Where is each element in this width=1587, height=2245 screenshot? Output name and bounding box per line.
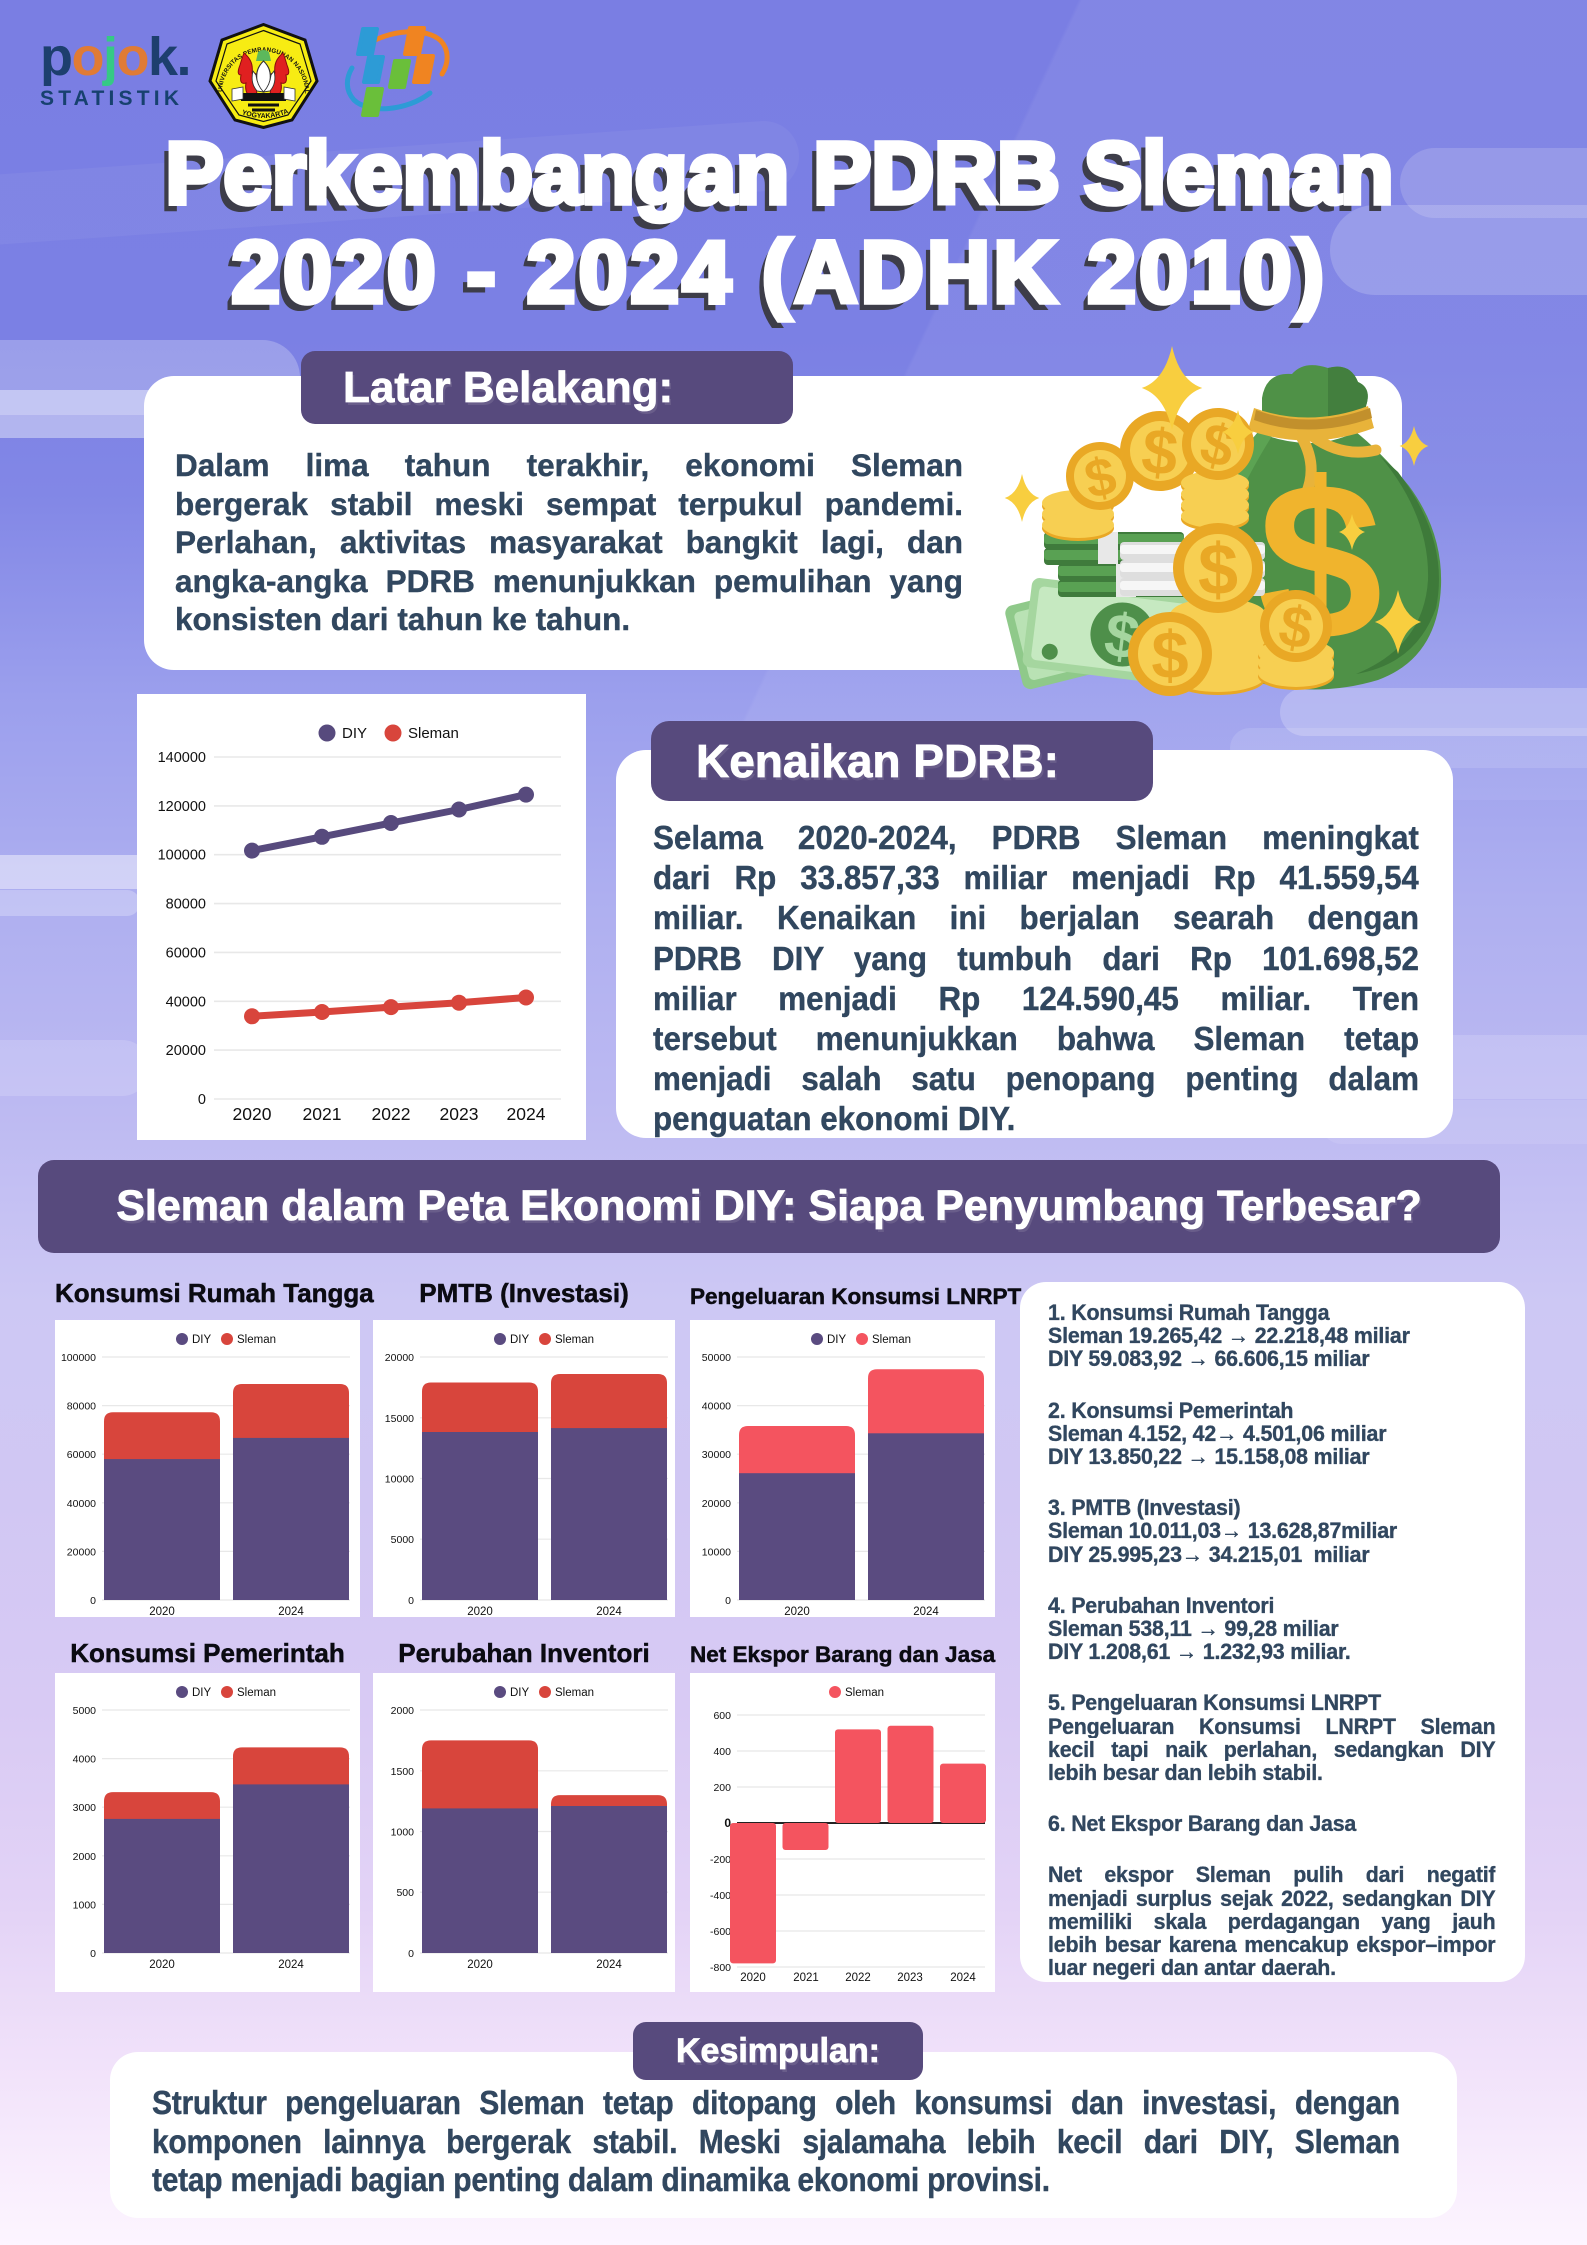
svg-text:0: 0 (408, 1595, 414, 1607)
svg-text:100000: 100000 (61, 1352, 96, 1364)
svg-text:40000: 40000 (67, 1498, 96, 1510)
svg-text:1000: 1000 (391, 1827, 415, 1839)
svg-text:4000: 4000 (73, 1754, 97, 1766)
svg-text:1500: 1500 (391, 1766, 415, 1778)
svg-text:Sleman: Sleman (845, 1687, 884, 1699)
svg-text:2020: 2020 (467, 1606, 493, 1617)
svg-text:-600: -600 (710, 1926, 731, 1938)
svg-text:50000: 50000 (702, 1352, 731, 1364)
svg-text:Sleman: Sleman (237, 1334, 276, 1346)
svg-text:30000: 30000 (702, 1449, 731, 1461)
svg-text:$: $ (1138, 414, 1181, 489)
svg-text:2021: 2021 (793, 1972, 819, 1984)
svg-text:2020: 2020 (467, 1959, 493, 1971)
svg-text:600: 600 (713, 1710, 731, 1722)
svg-text:20000: 20000 (702, 1498, 731, 1510)
svg-text:2024: 2024 (913, 1606, 939, 1617)
svg-text:0: 0 (198, 1092, 206, 1108)
svg-text:2022: 2022 (372, 1104, 411, 1124)
svg-text:DIY: DIY (342, 725, 367, 742)
svg-text:10000: 10000 (702, 1546, 731, 1558)
svg-text:2023: 2023 (897, 1972, 923, 1984)
svg-text:2000: 2000 (391, 1705, 415, 1717)
svg-text:0: 0 (724, 1816, 731, 1830)
svg-text:15000: 15000 (385, 1413, 414, 1425)
svg-text:Sleman: Sleman (555, 1687, 594, 1699)
svg-text:2024: 2024 (950, 1972, 976, 1984)
svg-text:120000: 120000 (158, 799, 206, 815)
svg-text:5000: 5000 (73, 1705, 97, 1717)
svg-text:2024: 2024 (596, 1606, 622, 1617)
svg-text:2024: 2024 (507, 1104, 546, 1124)
svg-text:80000: 80000 (166, 897, 206, 913)
svg-text:2023: 2023 (440, 1104, 479, 1124)
svg-text:2020: 2020 (149, 1959, 175, 1971)
svg-text:1000: 1000 (73, 1899, 97, 1911)
svg-text:DIY: DIY (827, 1334, 847, 1346)
svg-text:DIY: DIY (192, 1334, 212, 1346)
svg-text:20000: 20000 (385, 1352, 414, 1364)
svg-text:140000: 140000 (158, 750, 206, 766)
svg-text:2024: 2024 (278, 1606, 304, 1617)
svg-text:10000: 10000 (385, 1474, 414, 1486)
svg-text:20000: 20000 (166, 1043, 206, 1059)
svg-text:DIY: DIY (510, 1687, 530, 1699)
svg-text:5000: 5000 (391, 1534, 415, 1546)
svg-text:2000: 2000 (73, 1851, 97, 1863)
svg-text:200: 200 (713, 1782, 731, 1794)
svg-text:2022: 2022 (845, 1972, 871, 1984)
svg-text:2024: 2024 (596, 1959, 622, 1971)
svg-text:Sleman: Sleman (408, 725, 459, 742)
svg-text:$: $ (1151, 618, 1188, 693)
svg-text:20000: 20000 (67, 1546, 96, 1558)
svg-text:0: 0 (90, 1595, 96, 1607)
svg-text:Sleman: Sleman (237, 1687, 276, 1699)
svg-text:2021: 2021 (303, 1104, 342, 1124)
svg-text:80000: 80000 (67, 1401, 96, 1413)
svg-text:2020: 2020 (740, 1972, 766, 1984)
svg-text:500: 500 (396, 1887, 414, 1899)
svg-text:Sleman: Sleman (872, 1334, 911, 1346)
svg-text:-800: -800 (710, 1962, 731, 1974)
svg-text:2020: 2020 (149, 1606, 175, 1617)
svg-text:2024: 2024 (278, 1959, 304, 1971)
svg-text:400: 400 (713, 1746, 731, 1758)
svg-text:-400: -400 (710, 1890, 731, 1902)
svg-text:-200: -200 (710, 1854, 731, 1866)
svg-text:DIY: DIY (510, 1334, 530, 1346)
svg-text:0: 0 (90, 1948, 96, 1960)
svg-text:0: 0 (408, 1948, 414, 1960)
svg-text:DIY: DIY (192, 1687, 212, 1699)
svg-text:0: 0 (725, 1595, 731, 1607)
svg-text:YOGYAKARTA: YOGYAKARTA (241, 108, 290, 120)
svg-text:Sleman: Sleman (555, 1334, 594, 1346)
svg-text:$: $ (1198, 530, 1238, 610)
svg-text:60000: 60000 (67, 1449, 96, 1461)
svg-text:2020: 2020 (233, 1104, 272, 1124)
svg-text:40000: 40000 (702, 1401, 731, 1413)
svg-text:3000: 3000 (73, 1802, 97, 1814)
svg-text:60000: 60000 (166, 945, 206, 961)
svg-text:2020: 2020 (784, 1606, 810, 1617)
svg-text:100000: 100000 (158, 848, 206, 864)
svg-text:40000: 40000 (166, 994, 206, 1010)
